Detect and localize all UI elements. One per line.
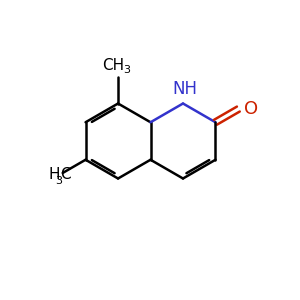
Text: O: O xyxy=(244,100,258,118)
Text: CH: CH xyxy=(103,58,124,74)
Text: NH: NH xyxy=(172,80,197,98)
Text: 3: 3 xyxy=(56,176,63,186)
Text: C: C xyxy=(60,167,70,182)
Text: H: H xyxy=(48,167,60,182)
Text: 3: 3 xyxy=(123,65,130,75)
